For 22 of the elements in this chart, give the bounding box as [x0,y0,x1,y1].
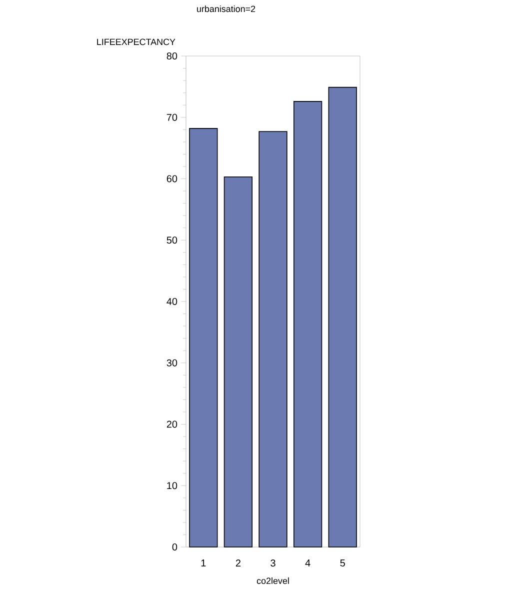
y-tick-label: 0 [172,543,178,551]
y-tick-label: 10 [167,482,178,490]
x-tick-label: 2 [236,560,240,566]
y-tick-label: 70 [166,114,178,121]
x-tick-label: 1 [201,560,206,566]
y-tick-label: 60 [166,175,178,182]
bar [258,131,288,548]
x-tick-label: 5 [340,560,345,566]
y-tick-label: 50 [166,236,178,244]
y-axis-title: LIFEEXPECTANCY [97,38,176,46]
y-tick-label: 20 [166,420,178,428]
x-tick-label: 3 [270,560,276,567]
chart-title: urbanisation=2 [197,5,256,12]
y-tick-label: 30 [166,359,178,366]
y-tick-label: 40 [166,298,178,306]
x-axis-title: co2level [256,577,289,584]
bar [293,101,322,548]
bar [328,86,357,548]
x-tick-label: 4 [305,560,310,566]
bar [224,176,253,548]
bar [189,128,218,548]
y-tick-label: 80 [166,52,178,60]
